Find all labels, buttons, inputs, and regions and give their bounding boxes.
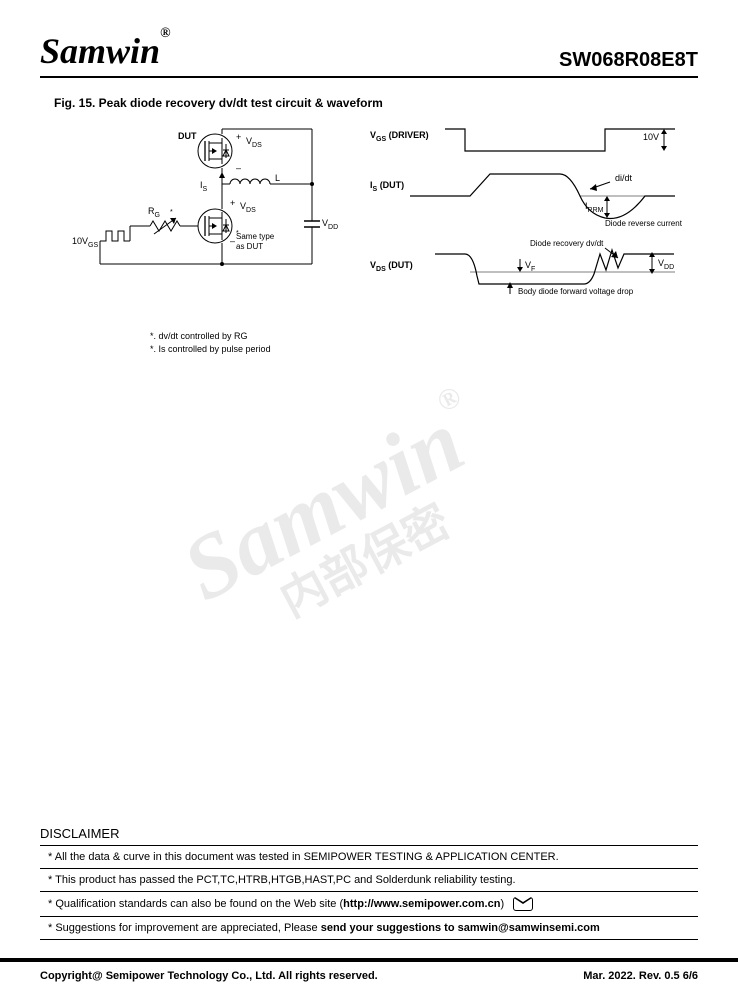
disclaimer-line-4: * Suggestions for improvement are apprec…: [40, 917, 698, 940]
note-1: *. dv/dt controlled by RG: [150, 330, 698, 343]
footer-rev: Mar. 2022. Rev. 0.5 6/6: [583, 970, 698, 982]
d3a: * Qualification standards can also be fo…: [48, 898, 343, 910]
vds-plus2: +: [230, 198, 235, 208]
tenv: 10V: [643, 132, 659, 142]
svg-text:VDS: VDS: [240, 201, 256, 214]
vds-minus2: –: [230, 236, 235, 246]
page-footer: Copyright@ Semipower Technology Co., Ltd…: [0, 958, 738, 982]
svg-text:*: *: [236, 230, 239, 237]
vds-minus: –: [236, 163, 241, 173]
diode-rev: Diode reverse current: [605, 219, 683, 228]
is-sub: S: [203, 186, 208, 193]
part-number: SW068R08E8T: [559, 49, 698, 72]
svg-text:IRRM: IRRM: [585, 201, 604, 214]
d3c: ): [500, 898, 504, 910]
vgs-drv-sub: GS: [376, 136, 386, 143]
diode-recov: Diode recovery dv/dt: [530, 239, 604, 248]
svg-text:VDS (DUT): VDS (DUT): [370, 260, 413, 273]
body-diode: Body diode forward voltage drop: [518, 287, 634, 296]
d3b: http://www.semipower.com.cn: [343, 898, 500, 910]
note-2: *. Is controlled by pulse period: [150, 343, 698, 356]
d4b: send your suggestions to samwin@samwinse…: [321, 922, 600, 934]
l-label: L: [275, 173, 280, 183]
vds-dut-sfx: (DUT): [386, 260, 413, 270]
svg-text:as DUT: as DUT: [236, 242, 263, 251]
dut-label: DUT: [178, 131, 197, 141]
irrm-sub: RRM: [588, 207, 604, 214]
svg-text:10VGS: 10VGS: [72, 236, 98, 249]
svg-text:IS: IS: [200, 180, 208, 193]
disclaimer-line-2: * This product has passed the PCT,TC,HTR…: [40, 869, 698, 892]
diagram-area: DUT + VDS – IS L + VDS: [50, 126, 690, 326]
didt: di/dt: [615, 173, 633, 183]
vdd-sub: DD: [328, 224, 338, 231]
footer-copyright: Copyright@ Semipower Technology Co., Ltd…: [40, 970, 378, 982]
tenvgs-sub: GS: [88, 242, 98, 249]
vds-dut-sub: DS: [376, 266, 386, 273]
figure-title: Fig. 15. Peak diode recovery dv/dt test …: [54, 96, 698, 110]
disclaimer-line-3: * Qualification standards can also be fo…: [40, 892, 698, 917]
disclaimer-block: DISCLAIMER * All the data & curve in thi…: [40, 826, 698, 940]
svg-text:VGS (DRIVER): VGS (DRIVER): [370, 130, 429, 143]
disclaimer-line-1: * All the data & curve in this document …: [40, 846, 698, 869]
svg-text:RG: RG: [148, 206, 160, 219]
logo-reg: ®: [160, 26, 170, 41]
page-header: Samwin® SW068R08E8T: [40, 30, 698, 78]
vgs-drv-sfx: (DRIVER): [386, 130, 429, 140]
d4a: * Suggestions for improvement are apprec…: [48, 922, 321, 934]
email-icon[interactable]: [513, 897, 533, 911]
same-type: Same type: [236, 232, 275, 241]
circuit-waveform-svg: DUT + VDS – IS L + VDS: [50, 126, 690, 326]
svg-text:VDS: VDS: [246, 136, 262, 149]
watermark: Samwin® 内部保密: [106, 347, 634, 793]
vds-top-sub: DS: [252, 142, 262, 149]
vf-sub: F: [531, 266, 535, 273]
vdd-arrow-sub: DD: [664, 264, 674, 271]
svg-text:*: *: [170, 209, 173, 216]
figure-notes: *. dv/dt controlled by RG *. Is controll…: [150, 330, 698, 355]
logo-text: Samwin: [40, 31, 160, 71]
svg-text:VDD: VDD: [322, 218, 338, 231]
tenvgs: 10V: [72, 236, 88, 246]
is-dut-sfx: (DUT): [377, 180, 404, 190]
svg-text:VF: VF: [525, 260, 535, 273]
rg-sub: G: [155, 212, 160, 219]
disclaimer-title: DISCLAIMER: [40, 826, 698, 841]
svg-text:Same type: Same type: [236, 232, 275, 241]
vds-plus: +: [236, 132, 241, 142]
svg-text:IS (DUT): IS (DUT): [370, 180, 404, 193]
as-dut: as DUT: [236, 242, 263, 251]
svg-text:VDD: VDD: [658, 258, 674, 271]
brand-logo: Samwin®: [40, 30, 171, 72]
vds-mid-sub: DS: [246, 207, 256, 214]
